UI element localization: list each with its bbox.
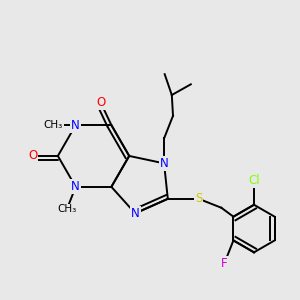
Text: F: F (221, 256, 228, 269)
Text: N: N (71, 180, 80, 193)
Text: O: O (96, 96, 105, 109)
Text: CH₃: CH₃ (57, 204, 76, 214)
Text: Cl: Cl (248, 175, 260, 188)
Text: O: O (28, 149, 38, 162)
Text: N: N (160, 157, 169, 170)
Text: CH₃: CH₃ (44, 120, 63, 130)
Text: N: N (131, 207, 140, 220)
Text: S: S (195, 192, 202, 205)
Text: N: N (71, 118, 80, 132)
